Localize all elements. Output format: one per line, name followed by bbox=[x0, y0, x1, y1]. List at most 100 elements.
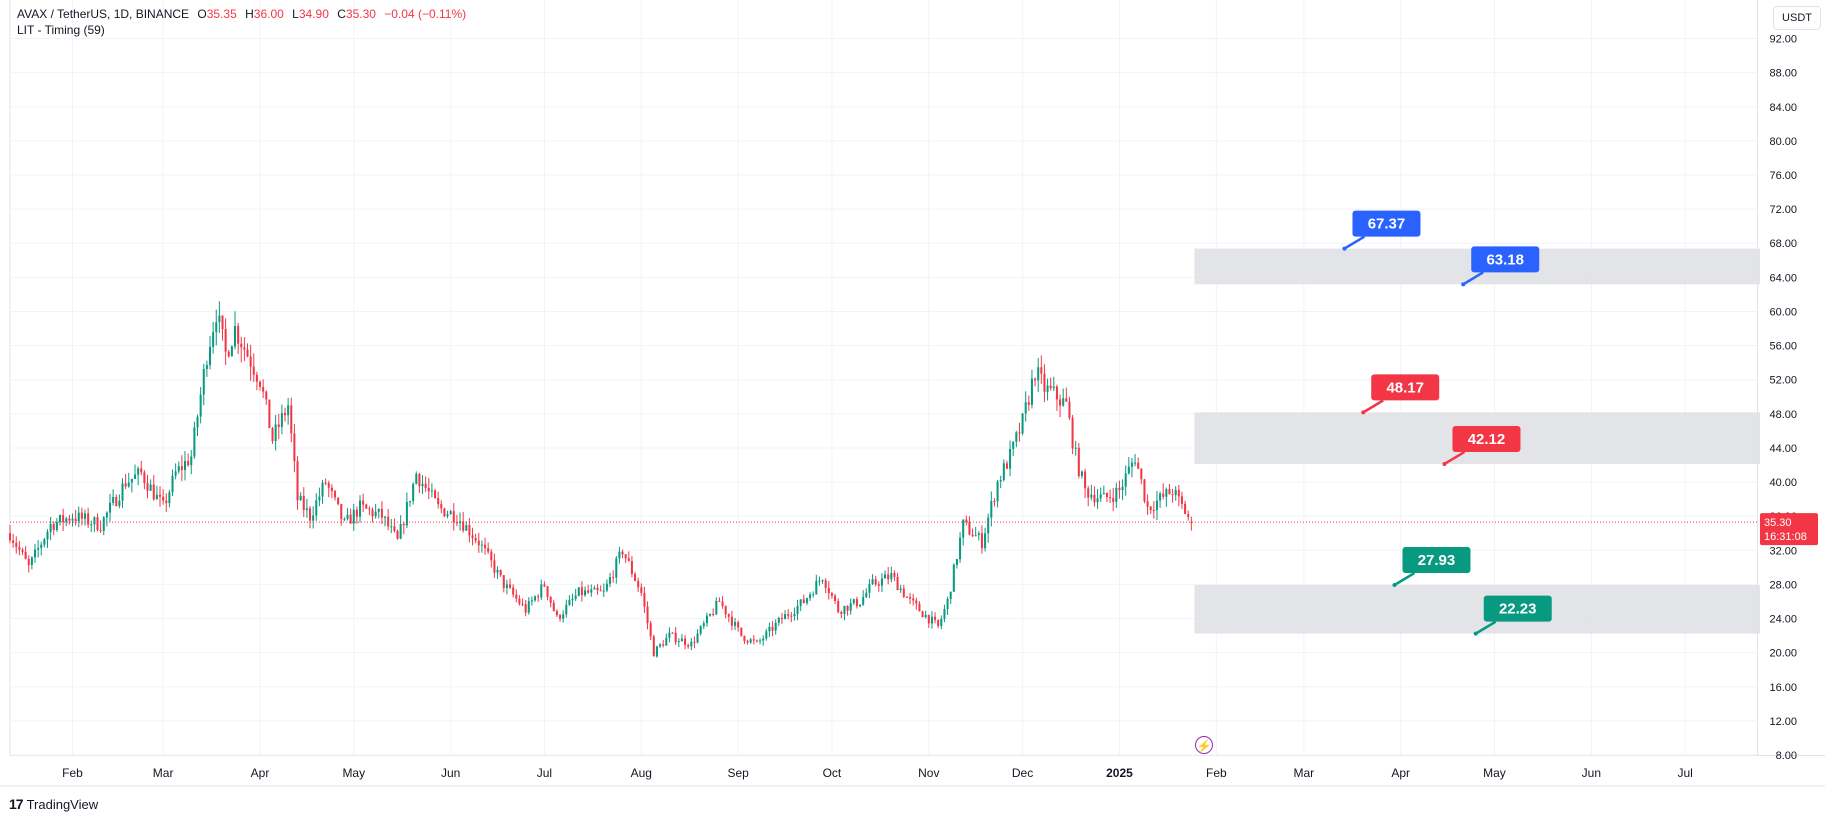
candle-down bbox=[15, 542, 18, 547]
candle-up bbox=[171, 475, 174, 493]
candle-down bbox=[549, 596, 552, 603]
candle-up bbox=[1099, 494, 1102, 499]
candle-down bbox=[1146, 501, 1149, 507]
candle-up bbox=[777, 617, 780, 623]
x-tick-label: Jul bbox=[1677, 766, 1692, 780]
currency-button[interactable]: USDT bbox=[1773, 6, 1821, 30]
last-price-countdown: 16:31:08 bbox=[1764, 531, 1807, 543]
candle-down bbox=[965, 519, 968, 523]
candle-up bbox=[702, 623, 705, 627]
candle-down bbox=[630, 560, 633, 575]
candle-down bbox=[730, 616, 733, 626]
candle-down bbox=[646, 606, 649, 624]
zone-label-anchor bbox=[1442, 461, 1447, 466]
candle-up bbox=[1090, 494, 1093, 498]
candle-up bbox=[1159, 493, 1162, 501]
zone-label-text: 42.12 bbox=[1468, 431, 1506, 448]
zone-label-pointer bbox=[1475, 620, 1497, 635]
candle-down bbox=[771, 626, 774, 631]
candle-down bbox=[284, 412, 287, 416]
candle-down bbox=[693, 641, 696, 643]
candle-up bbox=[33, 549, 37, 558]
candle-down bbox=[502, 575, 505, 588]
candle-up bbox=[987, 517, 990, 534]
candle-down bbox=[552, 602, 555, 612]
candle-down bbox=[1112, 498, 1115, 502]
candle-down bbox=[24, 551, 27, 560]
candle-up bbox=[1030, 378, 1033, 405]
candle-down bbox=[1190, 521, 1193, 523]
candle-up bbox=[377, 508, 380, 512]
candle-down bbox=[240, 343, 243, 348]
y-tick-label: 8.00 bbox=[1776, 750, 1797, 762]
candle-up bbox=[999, 480, 1002, 482]
candle-up bbox=[230, 346, 233, 357]
zone-label-pointer bbox=[1462, 271, 1484, 286]
candle-up bbox=[1102, 492, 1105, 495]
candle-down bbox=[1071, 417, 1074, 449]
candle-up bbox=[1121, 486, 1124, 491]
candle-up bbox=[409, 501, 412, 503]
candle-down bbox=[259, 381, 262, 387]
candle-up bbox=[359, 500, 362, 517]
candle-down bbox=[334, 491, 337, 498]
y-tick-label: 84.00 bbox=[1769, 102, 1797, 114]
candle-up bbox=[93, 517, 96, 525]
candle-down bbox=[752, 639, 755, 641]
candle-down bbox=[674, 632, 677, 643]
candle-down bbox=[1152, 510, 1155, 512]
candle-down bbox=[499, 569, 502, 576]
y-tick-label: 72.00 bbox=[1769, 204, 1797, 216]
candle-up bbox=[505, 584, 508, 588]
candle-up bbox=[871, 579, 874, 584]
low-value: 34.90 bbox=[298, 7, 329, 21]
candle-up bbox=[1096, 498, 1099, 503]
candle-down bbox=[393, 526, 396, 531]
candle-up bbox=[1134, 462, 1137, 464]
candle-up bbox=[202, 368, 205, 395]
candle-down bbox=[905, 596, 908, 598]
candle-up bbox=[590, 589, 593, 593]
candle-up bbox=[690, 641, 693, 647]
candle-up bbox=[843, 605, 846, 614]
zone-label-box bbox=[1452, 425, 1521, 452]
candle-down bbox=[1077, 447, 1080, 476]
candle-up bbox=[984, 533, 987, 549]
y-tick-label: 76.00 bbox=[1769, 170, 1797, 182]
candle-up bbox=[399, 523, 402, 539]
y-tick-label: 48.00 bbox=[1769, 409, 1797, 421]
candle-down bbox=[587, 590, 590, 593]
candle-down bbox=[396, 530, 399, 539]
candle-up bbox=[127, 482, 130, 487]
candle-up bbox=[215, 322, 218, 333]
zone-label-box bbox=[1402, 547, 1471, 574]
candle-up bbox=[318, 496, 321, 501]
zone-label-text: 22.23 bbox=[1499, 601, 1537, 618]
candle-down bbox=[1093, 494, 1096, 503]
candle-up bbox=[799, 599, 802, 606]
candle-down bbox=[1043, 373, 1046, 392]
candle-up bbox=[593, 587, 596, 590]
candle-up bbox=[352, 509, 355, 524]
candle-down bbox=[521, 603, 524, 605]
candle-down bbox=[268, 399, 271, 429]
y-tick-label: 64.00 bbox=[1769, 272, 1797, 284]
events-bolt-icon[interactable]: ⚡ bbox=[1195, 736, 1213, 754]
symbol-title[interactable]: AVAX / TetherUS, 1D, BINANCE bbox=[17, 7, 190, 21]
candle-down bbox=[74, 518, 77, 522]
candle-down bbox=[1005, 463, 1008, 469]
candle-up bbox=[784, 614, 787, 620]
candle-down bbox=[187, 460, 190, 466]
candle-up bbox=[37, 548, 40, 550]
candle-up bbox=[205, 365, 208, 369]
candle-up bbox=[571, 598, 574, 600]
indicator-title[interactable]: LIT - Timing (59) bbox=[17, 23, 105, 37]
candle-down bbox=[837, 601, 840, 613]
candle-down bbox=[840, 612, 843, 614]
candle-up bbox=[412, 483, 415, 502]
tradingview-brand[interactable]: 17 TradingView bbox=[9, 796, 98, 812]
candle-down bbox=[1068, 401, 1071, 418]
candle-up bbox=[193, 427, 196, 457]
candle-up bbox=[540, 584, 543, 598]
